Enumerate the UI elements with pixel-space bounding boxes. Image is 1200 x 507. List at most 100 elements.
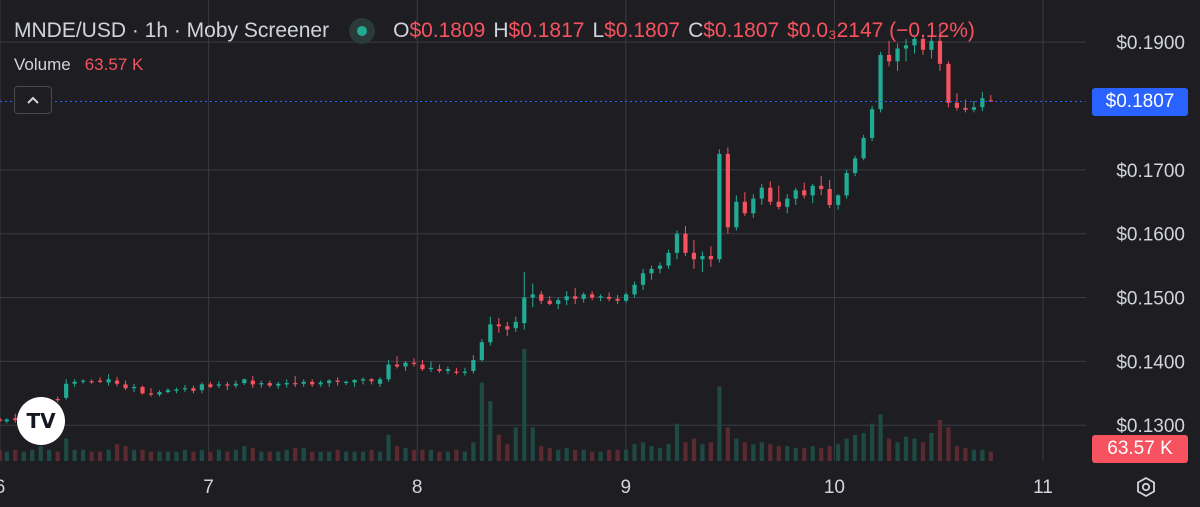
volume-bar	[929, 433, 934, 461]
price-axis[interactable]: $0.1300 $0.1400 $0.1500 $0.1600 $0.1700 $0.19…	[1116, 33, 1185, 437]
candle-body	[623, 294, 629, 301]
time-tick-label: 10	[824, 477, 845, 498]
volume-bar	[920, 442, 926, 461]
volume-bar	[836, 444, 841, 461]
volume-bar	[64, 438, 69, 461]
candle-body	[827, 188, 832, 205]
candle-body	[878, 54, 883, 110]
candle-body	[97, 380, 103, 382]
volume-bar	[327, 451, 332, 461]
candle-body	[776, 201, 781, 207]
candle-body	[208, 384, 213, 387]
candle-body	[81, 380, 86, 382]
volume-bar	[250, 447, 255, 461]
candle-body	[751, 198, 756, 214]
close-label: C	[688, 19, 704, 42]
grid	[0, 0, 1086, 461]
chevron-up-icon	[27, 96, 39, 104]
volume-bar	[462, 451, 467, 461]
symbol-title: MNDE/USD · 1h · Moby Screener	[14, 19, 330, 42]
volume-bar	[479, 382, 484, 461]
volume-bar	[310, 451, 315, 461]
price-tick-label: $0.1600	[1116, 225, 1185, 246]
candle-body	[513, 321, 518, 329]
candle-body	[55, 399, 60, 401]
candle-body	[734, 201, 739, 228]
volume-bar	[742, 442, 747, 461]
candle-body	[946, 63, 951, 103]
volume-bar	[4, 451, 9, 461]
volume-bar	[131, 449, 137, 461]
volume-bar	[318, 451, 323, 461]
volume-bar	[768, 444, 773, 461]
high-value: $0.1817	[508, 19, 585, 42]
candle-body	[666, 252, 671, 266]
volume-bar	[734, 438, 739, 461]
candle-body	[182, 388, 188, 390]
candle-body	[581, 294, 586, 299]
volume-bar	[454, 449, 459, 461]
volume-bar	[233, 449, 238, 461]
volume-bar	[276, 451, 281, 461]
candle-body	[759, 187, 764, 199]
volume-bar	[72, 449, 77, 461]
candle-body	[471, 360, 476, 371]
volume-bar	[420, 449, 425, 461]
volume-bar	[123, 446, 128, 461]
time-tick-label: 6	[0, 477, 5, 498]
candle-body	[802, 190, 807, 196]
volume-bar	[428, 449, 434, 461]
candle-body	[649, 268, 654, 274]
volume-bar	[165, 451, 171, 461]
candle-body	[903, 45, 909, 49]
chart-settings-icon[interactable]	[1133, 474, 1159, 500]
candle-body	[454, 371, 459, 373]
candle-body	[768, 187, 773, 202]
collapse-legend-button[interactable]	[14, 86, 52, 114]
candle-body	[598, 296, 603, 298]
candle-body	[199, 384, 205, 391]
candle-body	[836, 195, 841, 205]
volume-bar	[725, 427, 730, 461]
candle-body	[242, 379, 247, 384]
open-value: $0.1809	[409, 19, 486, 42]
volume-bar	[683, 442, 688, 461]
volume-bar	[564, 447, 569, 461]
candle-body	[64, 383, 69, 398]
volume-label: Volume	[14, 55, 71, 74]
tradingview-logo-icon[interactable]: TV	[17, 397, 65, 445]
volume-bar	[513, 427, 518, 461]
volume-bar	[191, 451, 196, 461]
volume-bar	[386, 434, 391, 461]
volume-bar	[878, 414, 883, 461]
time-tick-label: 11	[1033, 477, 1053, 498]
candle-body	[530, 294, 535, 298]
volume-bar	[114, 444, 120, 461]
volume-bar	[691, 438, 697, 461]
candle-body	[691, 252, 697, 260]
candle-body	[988, 100, 993, 102]
volume-legend[interactable]: Volume 63.57 K	[14, 55, 143, 75]
volume-bar	[844, 438, 849, 461]
volume-bar	[946, 427, 951, 461]
volume-bar	[21, 451, 26, 461]
volume-bar	[980, 449, 985, 461]
volume-bar	[182, 449, 188, 461]
volume-bar	[988, 451, 993, 461]
candle-body	[853, 158, 858, 174]
low-label: L	[592, 19, 605, 42]
volume-bar	[903, 436, 909, 461]
volume-bar	[963, 447, 968, 461]
time-axis[interactable]: 6 7 8 9 10 11	[0, 477, 1053, 498]
time-tick-label: 7	[203, 477, 214, 498]
volume-bar	[802, 447, 807, 461]
volume-bar	[13, 449, 18, 461]
candle-body	[445, 369, 451, 371]
volume-bar	[38, 446, 43, 461]
market-status-icon	[349, 18, 376, 44]
candle-body	[954, 102, 960, 108]
symbol-legend[interactable]: MNDE/USD · 1h · Moby Screener O $0.1809 …	[14, 18, 983, 44]
volume-bar	[140, 449, 145, 461]
